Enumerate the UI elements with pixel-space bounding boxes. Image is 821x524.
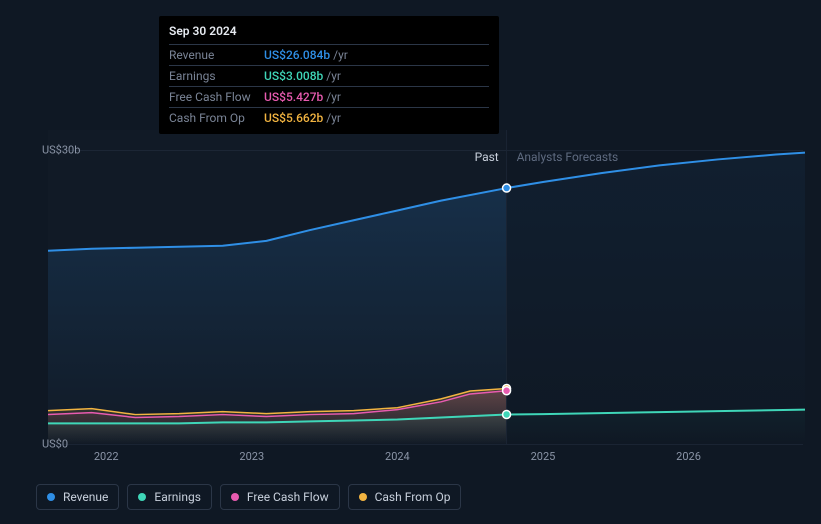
legend-label: Cash From Op: [375, 490, 451, 504]
area-revenue: [507, 153, 805, 444]
x-axis-label: 2024: [385, 450, 410, 463]
tooltip-row-label: Earnings: [169, 69, 264, 83]
tooltip-row-label: Cash From Op: [169, 111, 264, 125]
legend-dot-icon: [231, 493, 239, 501]
legend-label: Revenue: [63, 490, 108, 504]
x-axis-label: 2026: [676, 450, 701, 463]
x-axis-label: 2022: [94, 450, 119, 463]
x-axis-label: 2023: [239, 450, 264, 463]
legend-dot-icon: [359, 493, 367, 501]
marker-earnings: [503, 410, 511, 418]
legend-label: Free Cash Flow: [247, 490, 329, 504]
marker-revenue: [503, 184, 511, 192]
tooltip-row-value: US$5.427b: [264, 90, 323, 104]
legend: Revenue Earnings Free Cash Flow Cash From O…: [36, 484, 461, 510]
tooltip-row: Cash From OpUS$5.662b/yr: [169, 108, 489, 128]
tooltip-row-label: Free Cash Flow: [169, 90, 264, 104]
legend-item-free_cash_flow[interactable]: Free Cash Flow: [220, 484, 340, 510]
legend-item-earnings[interactable]: Earnings: [127, 484, 212, 510]
x-axis-label: 2025: [531, 450, 556, 463]
tooltip-row-label: Revenue: [169, 48, 264, 62]
legend-label: Earnings: [154, 490, 201, 504]
legend-item-revenue[interactable]: Revenue: [36, 484, 119, 510]
tooltip-row-unit: /yr: [326, 90, 341, 104]
tooltip-row-unit: /yr: [326, 69, 341, 83]
tooltip-date: Sep 30 2024: [169, 24, 489, 45]
legend-dot-icon: [47, 493, 55, 501]
tooltip-row-unit: /yr: [333, 48, 348, 62]
marker-free_cash_flow: [503, 387, 511, 395]
tooltip-row-value: US$5.662b: [264, 111, 323, 125]
tooltip-row-value: US$3.008b: [264, 69, 323, 83]
tooltip-row-value: US$26.084b: [264, 48, 330, 62]
legend-item-cash_from_op[interactable]: Cash From Op: [348, 484, 462, 510]
legend-dot-icon: [138, 493, 146, 501]
tooltip-row: Free Cash FlowUS$5.427b/yr: [169, 87, 489, 108]
chart-tooltip: Sep 30 2024 RevenueUS$26.084b/yrEarnings…: [159, 16, 499, 134]
gridline: [48, 444, 803, 445]
tooltip-row: EarningsUS$3.008b/yr: [169, 66, 489, 87]
tooltip-row: RevenueUS$26.084b/yr: [169, 45, 489, 66]
tooltip-row-unit: /yr: [326, 111, 341, 125]
plot-area[interactable]: [48, 130, 803, 444]
x-axis: 2022 2023 2024 2025 2026: [48, 450, 803, 470]
financials-chart: US$0US$30b Past Analysts Forecasts 20222…: [18, 0, 803, 524]
